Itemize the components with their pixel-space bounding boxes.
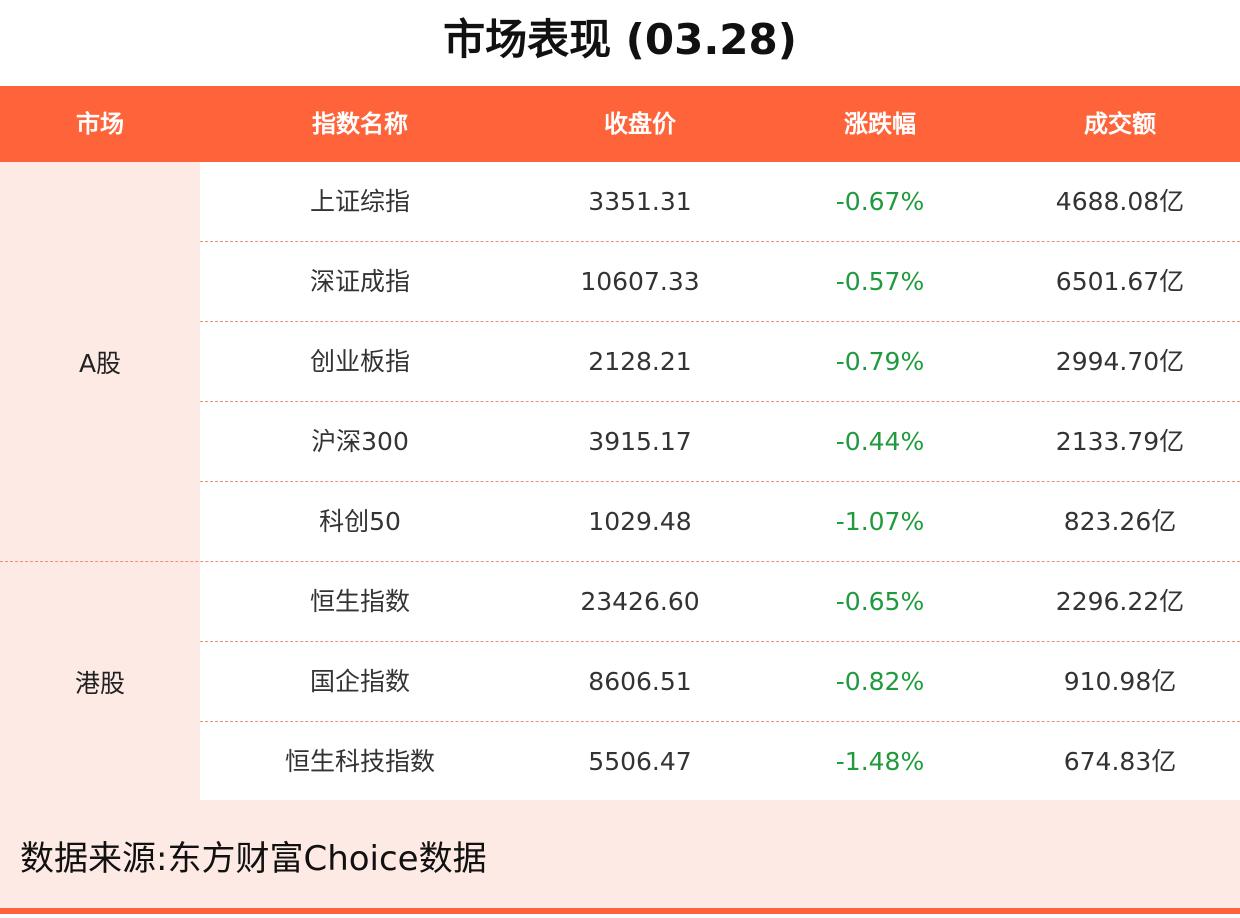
change-percent-cell: -0.82% <box>835 667 925 696</box>
change-percent-cell: -0.57% <box>835 267 925 296</box>
volume-cell: 4688.08亿 <box>1055 187 1185 216</box>
volume-cell: 910.98亿 <box>1063 667 1177 696</box>
market-cell: A股 <box>0 162 200 562</box>
row-divider <box>200 641 1240 642</box>
change-percent-cell: -0.44% <box>835 427 925 456</box>
index-name-cell: 恒生指数 <box>309 587 410 616</box>
row-divider <box>200 401 1240 402</box>
table-row: 沪深300 3915.17 -0.44% 2133.79亿 <box>200 402 1240 482</box>
close-price-cell: 5506.47 <box>588 747 692 776</box>
table-row: 创业板指 2128.21 -0.79% 2994.70亿 <box>200 322 1240 402</box>
column-header-close: 收盘价 <box>604 110 676 138</box>
table-row: 国企指数 8606.51 -0.82% 910.98亿 <box>200 642 1240 722</box>
row-divider <box>200 721 1240 722</box>
volume-cell: 2296.22亿 <box>1055 587 1185 616</box>
page-title: 市场表现 (03.28) <box>443 15 797 64</box>
row-divider <box>200 481 1240 482</box>
market-cell: 港股 <box>0 562 200 802</box>
row-divider <box>0 561 1240 562</box>
row-divider <box>200 321 1240 322</box>
table-row: 科创50 1029.48 -1.07% 823.26亿 <box>200 482 1240 562</box>
column-header-market: 市场 <box>76 110 124 138</box>
volume-cell: 2994.70亿 <box>1055 347 1185 376</box>
change-percent-cell: -1.48% <box>835 747 925 776</box>
close-price-cell: 3915.17 <box>588 427 692 456</box>
change-percent-cell: -0.65% <box>835 587 925 616</box>
table-row: 深证成指 10607.33 -0.57% 6501.67亿 <box>200 242 1240 322</box>
column-header-volume: 成交额 <box>1084 110 1156 138</box>
table-row: 恒生科技指数 5506.47 -1.48% 674.83亿 <box>200 722 1240 802</box>
close-price-cell: 10607.33 <box>580 267 700 296</box>
change-percent-cell: -0.67% <box>835 187 925 216</box>
table-row: 上证综指 3351.31 -0.67% 4688.08亿 <box>200 162 1240 242</box>
volume-cell: 2133.79亿 <box>1055 427 1185 456</box>
index-name-cell: 科创50 <box>319 507 401 536</box>
index-name-cell: 创业板指 <box>309 347 410 376</box>
change-percent-cell: -0.79% <box>835 347 925 376</box>
data-source: 数据来源:东方财富Choice数据 <box>20 839 487 879</box>
footer: 数据来源:东方财富Choice数据 <box>0 800 1240 908</box>
index-name-cell: 恒生科技指数 <box>284 747 435 776</box>
volume-cell: 6501.67亿 <box>1055 267 1185 296</box>
change-percent-cell: -1.07% <box>835 507 925 536</box>
close-price-cell: 8606.51 <box>588 667 692 696</box>
close-price-cell: 1029.48 <box>588 507 692 536</box>
index-name-cell: 沪深300 <box>311 427 409 456</box>
volume-cell: 674.83亿 <box>1063 747 1177 776</box>
column-header-change: 涨跌幅 <box>844 110 916 138</box>
table-header: 市场 指数名称 收盘价 涨跌幅 成交额 <box>0 86 1240 162</box>
bottom-divider <box>0 908 1240 914</box>
row-divider <box>200 241 1240 242</box>
close-price-cell: 23426.60 <box>580 587 700 616</box>
index-name-cell: 上证综指 <box>309 187 410 216</box>
table-row: 恒生指数 23426.60 -0.65% 2296.22亿 <box>200 562 1240 642</box>
close-price-cell: 3351.31 <box>588 187 692 216</box>
index-name-cell: 深证成指 <box>309 267 410 296</box>
index-name-cell: 国企指数 <box>309 667 410 696</box>
volume-cell: 823.26亿 <box>1063 507 1177 536</box>
close-price-cell: 2128.21 <box>588 347 692 376</box>
column-header-index-name: 指数名称 <box>312 110 408 138</box>
